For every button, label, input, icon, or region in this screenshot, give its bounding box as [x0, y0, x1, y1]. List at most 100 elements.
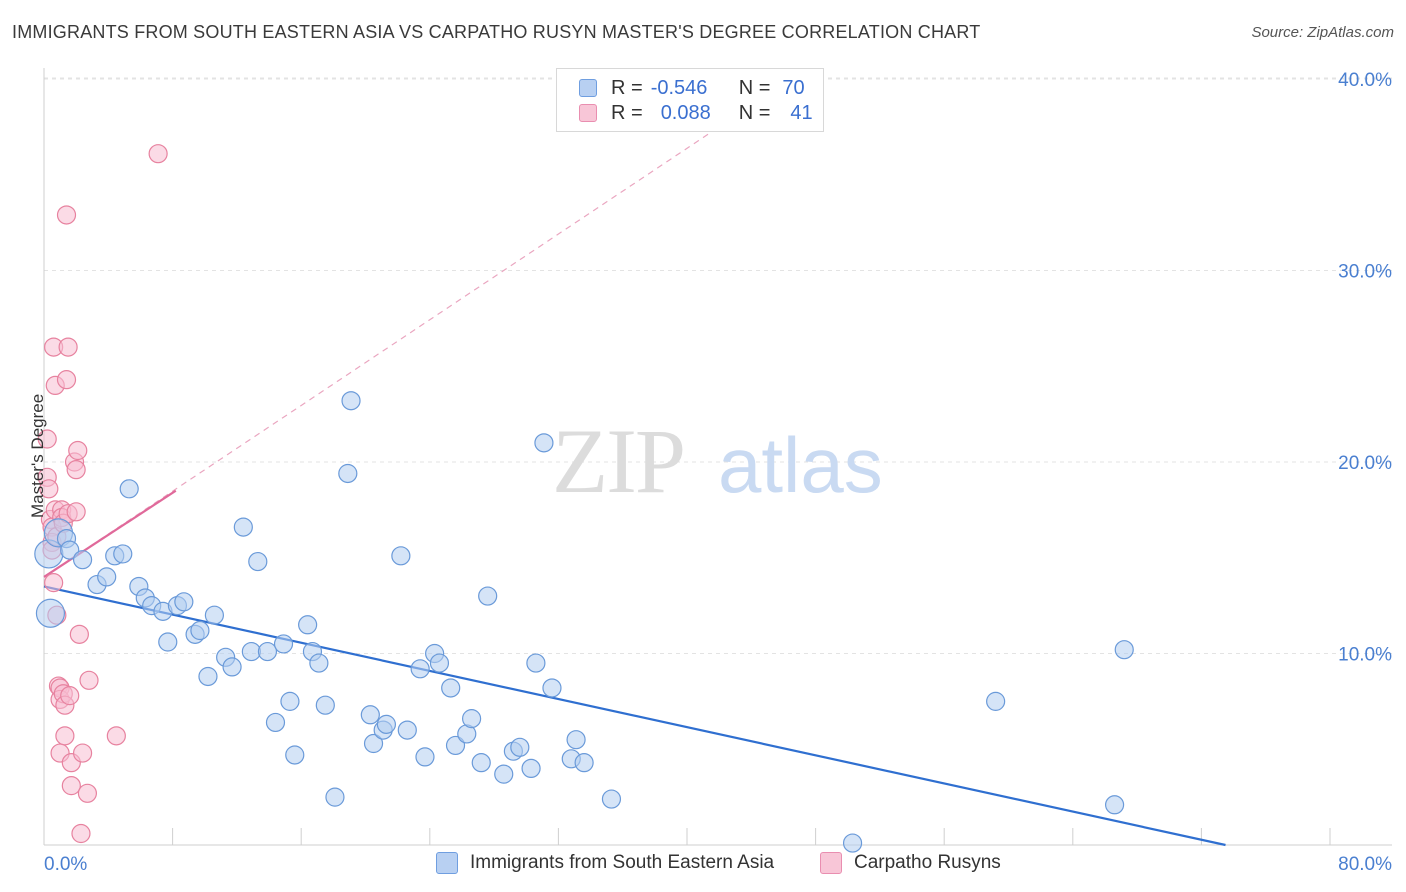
data-point-blue	[391, 546, 411, 566]
data-point-blue	[363, 733, 384, 754]
legend-r-value: 0.088	[660, 101, 711, 124]
data-point-blue	[1114, 640, 1134, 660]
data-point-pink	[44, 573, 64, 593]
data-point-blue	[534, 433, 554, 453]
chart-title: IMMIGRANTS FROM SOUTH EASTERN ASIA VS CA…	[12, 22, 981, 42]
legend-row-pink: R = 0.088 N = 41	[579, 101, 813, 125]
legend-r-value: -0.546	[650, 76, 708, 99]
data-point-blue	[119, 479, 139, 499]
trendlines	[43, 126, 1226, 847]
chart-source: Source: ZipAtlas.com	[1251, 24, 1394, 41]
gridlines	[44, 77, 1392, 654]
data-point-blue	[174, 592, 194, 612]
data-point-blue	[190, 620, 210, 641]
data-point-blue	[60, 540, 80, 560]
data-point-pink	[68, 440, 88, 461]
legend-swatch-pink	[579, 104, 597, 122]
data-point-blue	[429, 653, 450, 673]
data-point-blue	[461, 709, 482, 729]
data-point-pink	[66, 460, 86, 480]
data-point-blue	[341, 391, 361, 411]
data-point-blue	[280, 691, 300, 711]
data-point-blue	[574, 753, 594, 773]
data-point-blue	[986, 691, 1006, 711]
bottom-legend-label-pink: Carpatho Rusyns	[854, 852, 1001, 873]
watermark-zip: ZIP	[552, 410, 684, 512]
data-point-pink	[79, 670, 99, 690]
legend-n-value: 41	[790, 101, 813, 124]
data-point-blue	[265, 712, 286, 733]
data-point-pink	[39, 479, 59, 499]
data-point-blue	[97, 567, 117, 587]
x-tick-label: 0.0%	[44, 854, 87, 875]
legend-n-label: N =	[738, 101, 771, 124]
data-point-blue	[478, 586, 498, 606]
data-point-blue	[510, 737, 530, 757]
data-point-blue	[233, 517, 253, 537]
bottom-legend-swatch-pink	[820, 852, 842, 874]
data-point-blue	[325, 787, 345, 807]
data-point-blue	[376, 714, 396, 734]
data-point-blue	[360, 705, 380, 725]
data-point-pink	[60, 686, 80, 706]
data-point-blue	[158, 632, 178, 652]
data-point-pink	[69, 624, 89, 644]
trendline-blue	[43, 585, 1226, 847]
trendline-pink-extended	[43, 126, 720, 578]
data-point-pink	[58, 337, 78, 357]
data-point-blue	[410, 659, 430, 679]
data-point-pink	[66, 502, 86, 522]
data-point-blue	[566, 730, 586, 750]
legend-n-label: N =	[738, 76, 771, 99]
data-point-blue	[198, 666, 218, 687]
data-point-blue	[298, 615, 318, 635]
data-point-pink	[55, 726, 75, 746]
bottom-legend-label-blue: Immigrants from South Eastern Asia	[470, 852, 775, 873]
bottom-legend-pink: Carpatho Rusyns	[820, 852, 1001, 874]
data-point-blue	[601, 789, 622, 809]
data-point-blue	[248, 551, 268, 572]
watermark-atlas: atlas	[718, 421, 883, 509]
data-point-blue	[72, 550, 93, 570]
data-point-blue	[441, 678, 461, 698]
data-point-blue	[397, 720, 417, 740]
data-point-blue	[241, 641, 261, 662]
data-point-pink	[61, 776, 81, 796]
legend-n-value: 70	[782, 76, 805, 99]
data-point-blue	[338, 463, 358, 484]
data-point-pink	[106, 726, 126, 746]
legend-r-label: R =	[611, 76, 643, 99]
data-point-pink	[72, 743, 93, 763]
data-point-blue	[315, 695, 335, 715]
tick-labels: 10.0% 20.0% 30.0% 40.0% 0.0% 80.0%	[44, 70, 1392, 875]
data-point-blue	[526, 653, 546, 673]
data-point-blue	[471, 753, 491, 773]
axes	[43, 68, 1392, 846]
data-point-pink	[56, 370, 77, 390]
y-tick-label: 30.0%	[1338, 262, 1392, 283]
data-point-blue	[1104, 795, 1125, 815]
data-point-blue	[415, 747, 435, 767]
x-tick-label: 80.0%	[1338, 854, 1392, 875]
data-point-blue	[204, 605, 224, 625]
bottom-legend-blue: Immigrants from South Eastern Asia	[436, 852, 774, 874]
data-point-blue	[35, 598, 66, 628]
data-point-blue	[285, 745, 305, 765]
data-points	[34, 144, 1134, 853]
data-point-pink	[77, 783, 98, 803]
y-tick-label: 20.0%	[1338, 453, 1392, 474]
bottom-legend-swatch-blue	[436, 852, 458, 874]
data-point-blue	[521, 758, 541, 779]
legend-swatch-blue	[579, 79, 597, 97]
y-axis-label: Master's Degree	[28, 393, 47, 518]
data-point-pink	[148, 144, 168, 164]
trendline-pink	[43, 489, 177, 578]
y-tick-label: 40.0%	[1338, 70, 1392, 91]
watermark: ZIP atlas	[552, 410, 883, 512]
data-point-blue	[842, 833, 863, 853]
y-tick-label: 10.0%	[1338, 645, 1392, 666]
data-point-blue	[222, 657, 242, 677]
data-point-blue	[494, 764, 514, 784]
data-point-blue	[445, 735, 466, 756]
data-point-blue	[542, 678, 562, 698]
